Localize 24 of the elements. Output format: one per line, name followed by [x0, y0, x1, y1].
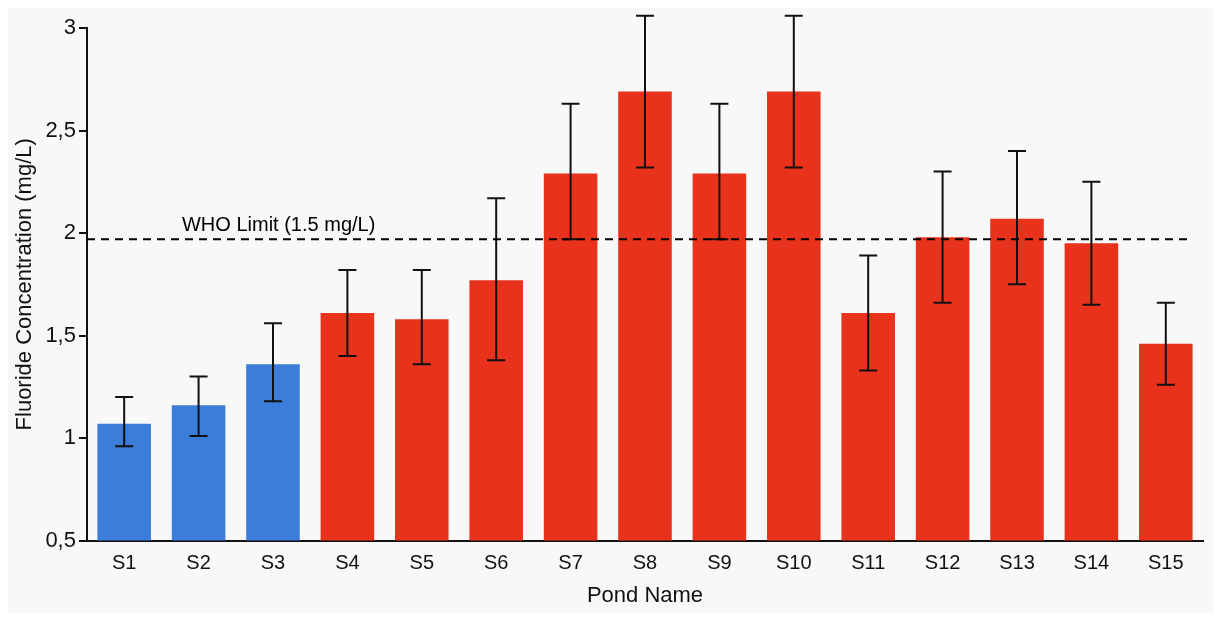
y-tick-label: 2: [63, 219, 76, 245]
x-tick-label: S5: [409, 551, 435, 574]
x-tick-label: S12: [924, 551, 961, 574]
ref-line-label: WHO Limit (1.5 mg/L): [181, 212, 376, 235]
x-tick-label: S8: [632, 551, 658, 574]
x-tick-label: S9: [707, 551, 732, 574]
x-tick-label: S7: [558, 551, 583, 574]
x-tick-label: S13: [999, 551, 1035, 574]
y-tick-label: 1: [63, 424, 76, 450]
x-tick-label: S14: [1073, 551, 1110, 574]
y-tick-label: 0,5: [45, 526, 76, 552]
x-tick-label: S15: [1148, 551, 1184, 574]
x-tick-label: S11: [851, 551, 886, 574]
x-tick-label: S6: [483, 551, 509, 574]
y-axis-title: Fluoride Concentration (mg/L): [11, 138, 37, 431]
y-tick-label: 1,5: [45, 321, 76, 347]
x-tick-label: S3: [260, 551, 286, 574]
x-tick-label: S10: [776, 551, 812, 574]
x-tick-label: S4: [335, 551, 360, 574]
y-tick-label: 2,5: [45, 116, 76, 142]
x-axis-title: Pond Name: [586, 581, 704, 607]
x-tick-label: S2: [186, 551, 211, 574]
y-tick-label: 3: [63, 14, 76, 40]
x-tick-label: S1: [111, 551, 137, 574]
